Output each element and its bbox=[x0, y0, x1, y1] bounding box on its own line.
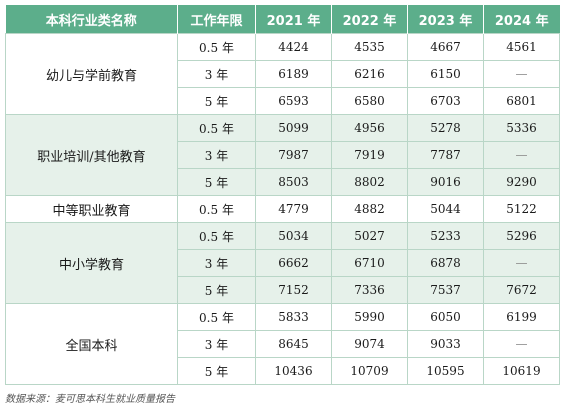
table-row: 5 年 8503 8802 9016 9290 bbox=[6, 168, 560, 196]
industry-category-cell: 幼儿与学前教育 bbox=[5, 33, 178, 115]
salary-value-cell: 7537 bbox=[407, 276, 484, 304]
table-row: 幼儿与学前教育 0.5 年 4424 4535 4667 4561 bbox=[5, 33, 560, 115]
table-row: 5 年 7152 7336 7537 7672 bbox=[6, 276, 560, 304]
salary-value-cell: 9033 bbox=[407, 330, 484, 358]
source-note: 数据来源：麦可思本科生就业质量报告 bbox=[5, 394, 175, 405]
tenure-cell: 3 年 bbox=[177, 330, 256, 358]
salary-value-cell: 6703 bbox=[407, 87, 484, 115]
salary-table: 本科行业类名称 工作年限 2021 年 2022 年 2023 年 2024 年… bbox=[5, 5, 560, 385]
tenure-cell: 5 年 bbox=[177, 276, 256, 304]
salary-value-cell: 6216 bbox=[331, 60, 408, 88]
salary-value-cell: 4561 bbox=[483, 33, 560, 61]
tenure-cell: 3 年 bbox=[177, 60, 256, 88]
table-row: 职业培训/其他教育 0.5 年 5099 4956 5278 5336 bbox=[5, 114, 560, 196]
salary-value-cell: 6662 bbox=[255, 249, 332, 277]
tenure-cell: 5 年 bbox=[177, 357, 256, 385]
salary-value-cell: 5027 bbox=[331, 222, 408, 250]
salary-value-cell: 9016 bbox=[407, 168, 484, 196]
salary-value-cell: — bbox=[483, 141, 560, 169]
salary-value-cell: 5833 bbox=[255, 303, 332, 331]
table-row: 中等职业教育 0.5 年 4779 4882 5044 5122 bbox=[5, 195, 560, 223]
salary-value-cell: 5122 bbox=[483, 195, 560, 223]
table-row: 中小学教育 0.5 年 5034 5027 5233 5296 bbox=[5, 222, 560, 304]
salary-table-container: 本科行业类名称 工作年限 2021 年 2022 年 2023 年 2024 年… bbox=[5, 5, 560, 405]
tenure-cell: 0.5 年 bbox=[177, 303, 256, 331]
salary-value-cell: 10709 bbox=[331, 357, 408, 385]
salary-value-cell: 4882 bbox=[331, 195, 408, 223]
tenure-cell: 3 年 bbox=[177, 141, 256, 169]
tenure-cell: 0.5 年 bbox=[177, 222, 256, 250]
tenure-cell: 0.5 年 bbox=[177, 114, 256, 142]
header-category: 本科行业类名称 bbox=[5, 5, 178, 34]
header-2024: 2024 年 bbox=[483, 5, 560, 34]
salary-value-cell: 8645 bbox=[255, 330, 332, 358]
tenure-cell: 0.5 年 bbox=[177, 33, 256, 61]
salary-value-cell: 4535 bbox=[331, 33, 408, 61]
salary-value-cell: — bbox=[483, 60, 560, 88]
salary-value-cell: 7152 bbox=[255, 276, 332, 304]
tenure-cell: 5 年 bbox=[177, 168, 256, 196]
salary-value-cell: 6050 bbox=[407, 303, 484, 331]
salary-value-cell: 6189 bbox=[255, 60, 332, 88]
salary-value-cell: 10619 bbox=[483, 357, 560, 385]
salary-value-cell: 5296 bbox=[483, 222, 560, 250]
salary-value-cell: 7987 bbox=[255, 141, 332, 169]
salary-value-cell: 7672 bbox=[483, 276, 560, 304]
salary-value-cell: 6801 bbox=[483, 87, 560, 115]
table-header-row: 本科行业类名称 工作年限 2021 年 2022 年 2023 年 2024 年 bbox=[5, 5, 560, 34]
salary-value-cell: 5336 bbox=[483, 114, 560, 142]
salary-value-cell: 6593 bbox=[255, 87, 332, 115]
salary-value-cell: 6199 bbox=[483, 303, 560, 331]
salary-value-cell: 5278 bbox=[407, 114, 484, 142]
salary-value-cell: 7336 bbox=[331, 276, 408, 304]
salary-value-cell: 8802 bbox=[331, 168, 408, 196]
salary-value-cell: 4424 bbox=[255, 33, 332, 61]
tenure-cell: 3 年 bbox=[177, 249, 256, 277]
industry-category-cell: 中小学教育 bbox=[5, 222, 178, 304]
salary-value-cell: 6580 bbox=[331, 87, 408, 115]
header-2021: 2021 年 bbox=[255, 5, 332, 34]
salary-value-cell: 8503 bbox=[255, 168, 332, 196]
salary-value-cell: 9290 bbox=[483, 168, 560, 196]
industry-category-cell: 中等职业教育 bbox=[5, 195, 178, 223]
table-row: 5 年 10436 10709 10595 10619 bbox=[6, 357, 560, 385]
industry-category-cell: 职业培训/其他教育 bbox=[5, 114, 178, 196]
salary-value-cell: 4667 bbox=[407, 33, 484, 61]
table-row: 3 年 6662 6710 6878— bbox=[6, 249, 560, 277]
table-row: 5 年 6593 6580 6703 6801 bbox=[6, 87, 560, 115]
header-2023: 2023 年 bbox=[407, 5, 484, 34]
salary-value-cell: 7787 bbox=[407, 141, 484, 169]
salary-value-cell: 4956 bbox=[331, 114, 408, 142]
tenure-cell: 5 年 bbox=[177, 87, 256, 115]
tenure-cell: 0.5 年 bbox=[177, 195, 256, 223]
salary-value-cell: — bbox=[483, 330, 560, 358]
header-2022: 2022 年 bbox=[331, 5, 408, 34]
table-row: 3 年 8645 9074 9033— bbox=[6, 330, 560, 358]
salary-value-cell: 6878 bbox=[407, 249, 484, 277]
salary-value-cell: 6710 bbox=[331, 249, 408, 277]
salary-value-cell: — bbox=[483, 249, 560, 277]
salary-value-cell: 5044 bbox=[407, 195, 484, 223]
table-row: 全国本科 0.5 年 5833 5990 6050 6199 bbox=[5, 303, 560, 385]
salary-value-cell: 5034 bbox=[255, 222, 332, 250]
salary-value-cell: 5990 bbox=[331, 303, 408, 331]
salary-value-cell: 6150 bbox=[407, 60, 484, 88]
salary-value-cell: 5233 bbox=[407, 222, 484, 250]
table-body: 幼儿与学前教育 0.5 年 4424 4535 4667 4561 3 年 6189 6216 6… bbox=[5, 33, 560, 385]
salary-value-cell: 7919 bbox=[331, 141, 408, 169]
table-row: 3 年 7987 7919 7787— bbox=[6, 141, 560, 169]
salary-value-cell: 4779 bbox=[255, 195, 332, 223]
industry-category-cell: 全国本科 bbox=[5, 303, 178, 385]
salary-value-cell: 5099 bbox=[255, 114, 332, 142]
table-row: 3 年 6189 6216 6150— bbox=[6, 60, 560, 88]
salary-value-cell: 9074 bbox=[331, 330, 408, 358]
salary-value-cell: 10436 bbox=[255, 357, 332, 385]
salary-value-cell: 10595 bbox=[407, 357, 484, 385]
header-tenure: 工作年限 bbox=[177, 5, 256, 34]
